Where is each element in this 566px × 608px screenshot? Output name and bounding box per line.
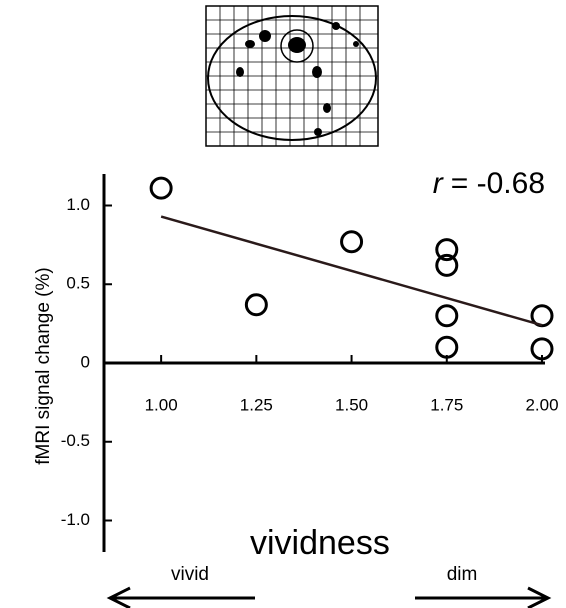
brain-map xyxy=(206,6,378,146)
x-tick-label: 2.00 xyxy=(525,395,558,414)
y-tick-label: 1.0 xyxy=(66,195,90,214)
data-point xyxy=(342,232,362,252)
arrow-label-left: vivid xyxy=(171,564,209,585)
x-axis-title: vividness xyxy=(250,524,390,562)
annotation-text: = -0.68 xyxy=(451,167,545,200)
data-point xyxy=(246,295,266,315)
arrow-label-right: dim xyxy=(447,564,478,585)
annotation: r= -0.68 xyxy=(433,167,545,200)
annotation-symbol: r xyxy=(433,167,444,200)
x-tick-label: 1.00 xyxy=(145,395,178,414)
x-tick-label: 1.25 xyxy=(240,395,273,414)
data-point xyxy=(437,306,457,326)
y-tick-label: 0.5 xyxy=(66,274,90,293)
y-tick-label: -1.0 xyxy=(61,510,90,529)
direction-arrows xyxy=(110,588,548,608)
y-tick-label: 0 xyxy=(81,352,90,371)
y-tick-label: -0.5 xyxy=(61,431,90,450)
y-axis-title: fMRI signal change (%) xyxy=(33,267,54,464)
data-point xyxy=(437,337,457,357)
data-point xyxy=(151,178,171,198)
chart: vividness fMRI signal change (%) vivid d… xyxy=(0,0,566,608)
x-tick-label: 1.50 xyxy=(335,395,368,414)
x-tick-label: 1.75 xyxy=(430,395,463,414)
